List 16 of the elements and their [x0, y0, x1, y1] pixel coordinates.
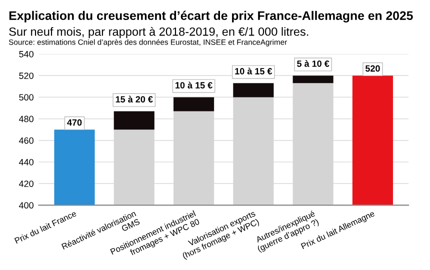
y-tick-label: 540 [19, 50, 34, 58]
annotation: 5 à 10 € [297, 60, 330, 67]
y-tick-label: 500 [19, 94, 34, 101]
annotation: 10 à 15 € [235, 68, 272, 74]
chart-title: Explication du creusement d’écart de prix France-Allemagne en 2025 [9, 10, 413, 22]
data-label: 470 [67, 119, 82, 126]
y-tick-label: 520 [19, 72, 34, 79]
annotation: 10 à 15 € [176, 82, 212, 88]
y-tick-label: 440 [18, 158, 34, 166]
annotation: 15 à 20 € [116, 96, 153, 103]
y-tick-label: 420 [18, 180, 34, 187]
y-tick-label: 460 [18, 137, 34, 144]
y-tick-label: 400 [18, 202, 34, 209]
data-label: 520 [365, 65, 380, 72]
y-tick-label: 480 [18, 116, 34, 122]
chart-subtitle: Sur neuf mois, par rapport à 2018-2019, en €/1 000 litres. [9, 27, 308, 38]
